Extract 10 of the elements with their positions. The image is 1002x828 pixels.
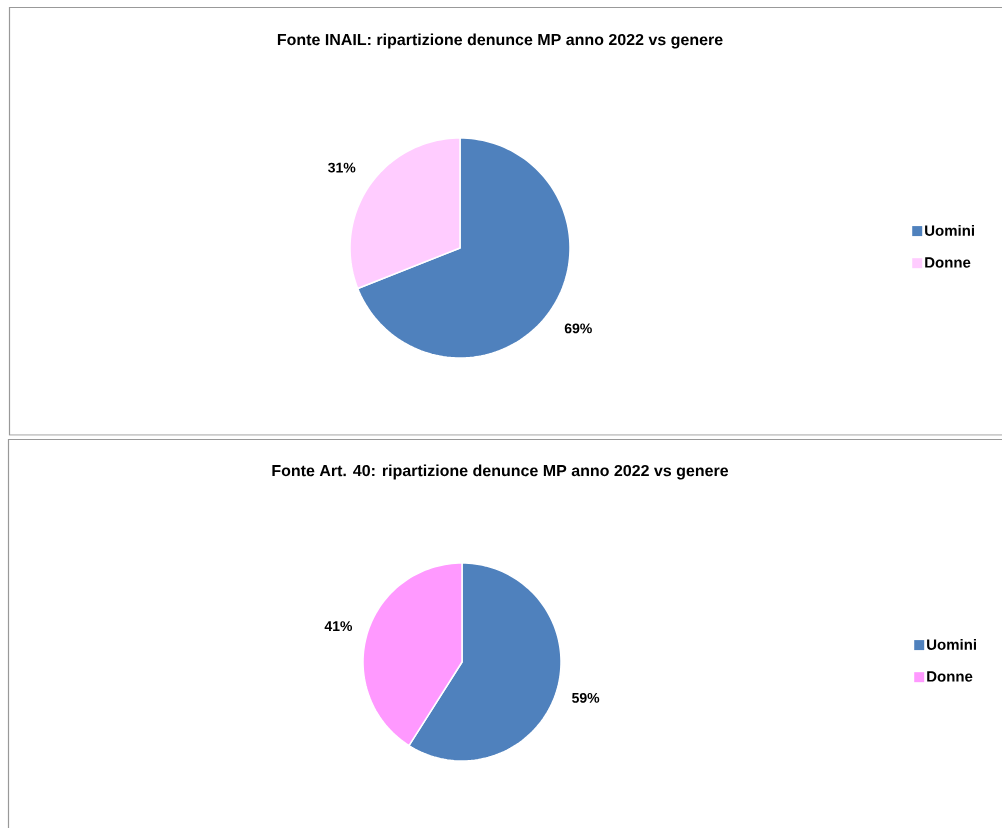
legend-label: Donne [925,257,971,268]
chart-title: Fonte Art. 40: ripartizione denunce MP anno 2022 vs genere [272,464,729,480]
legend-label: Uomini [927,638,976,650]
legend-label: Donne [927,671,973,682]
chart-title: Fonte INAIL: ripartizione denunce MP anno 2022 vs genere [277,33,723,49]
legend-label: Uomini [925,224,974,236]
data-label: 41% [324,621,353,632]
data-label: 69% [564,323,592,334]
data-label: 31% [328,162,356,173]
data-label: 59% [572,692,600,703]
